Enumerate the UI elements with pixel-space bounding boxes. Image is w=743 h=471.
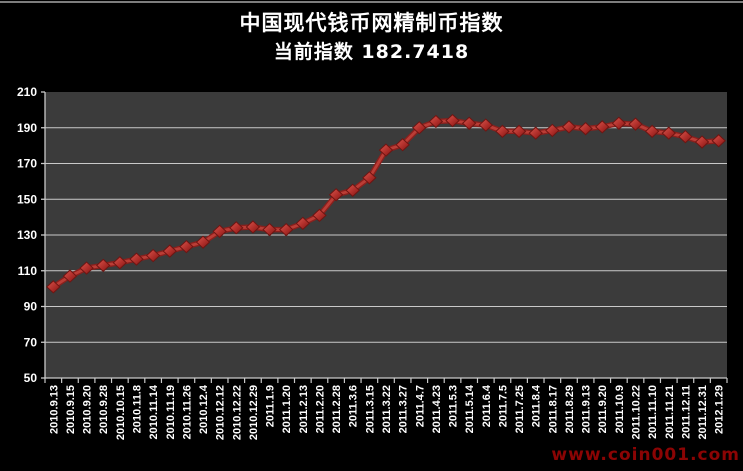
x-axis-label: 2011.8.29 — [564, 385, 576, 433]
x-axis-label: 2011.3.22 — [381, 385, 393, 433]
x-axis-label: 2011.6.4 — [481, 384, 493, 427]
x-axis-label: 2011.3.6 — [348, 385, 360, 427]
data-point-marker — [46, 280, 61, 294]
data-point-marker — [328, 188, 344, 202]
data-point-marker — [561, 120, 577, 134]
x-axis-label: 2010.11.19 — [165, 385, 177, 439]
y-axis-label: 70 — [24, 335, 38, 349]
x-axis-label: 2011.4.23 — [431, 385, 443, 433]
x-axis-label: 2010.12.29 — [248, 385, 260, 440]
data-point-marker — [412, 121, 427, 135]
x-axis-label: 2010.9.13 — [48, 385, 60, 434]
data-point-marker — [212, 224, 227, 239]
data-point-marker — [395, 138, 410, 152]
x-axis-label: 2010.12.4 — [198, 384, 210, 434]
x-axis-label: 2011.3.27 — [398, 385, 410, 433]
data-point-marker — [312, 208, 327, 223]
y-axis-label: 130 — [17, 228, 37, 242]
data-point-marker — [644, 124, 660, 139]
y-axis-label: 150 — [17, 192, 37, 206]
x-axis-label: 2010.9.20 — [82, 385, 94, 434]
x-axis-label: 2010.10.15 — [115, 385, 127, 440]
chart-title: 中国现代钱币网精制币指数 — [239, 11, 504, 35]
data-point-marker — [145, 248, 161, 263]
data-point-marker — [578, 121, 593, 136]
x-axis-label: 2011.12.11 — [680, 385, 692, 439]
chart-header: 中国现代钱币网精制币指数 当前指数 182.7418 — [0, 8, 743, 66]
data-point-marker — [611, 116, 627, 130]
y-axis-label: 190 — [17, 121, 37, 135]
data-point-marker — [62, 269, 78, 283]
data-point-marker — [95, 258, 111, 273]
x-axis-label: 2010.12.12 — [215, 385, 227, 440]
x-axis-label: 2011.1.20 — [281, 385, 293, 433]
x-axis-label: 2011.7.25 — [514, 385, 526, 433]
x-axis-label: 2011.11.21 — [664, 385, 676, 439]
data-point-marker — [711, 134, 726, 148]
data-point-marker — [428, 114, 444, 129]
data-point-marker — [345, 183, 360, 197]
data-point-marker — [229, 221, 244, 235]
data-point-marker — [278, 222, 294, 237]
data-point-marker — [694, 135, 710, 149]
data-point-marker — [295, 216, 311, 231]
y-axis-label: 90 — [24, 300, 38, 314]
x-axis-label: 2010.12.22 — [231, 385, 243, 440]
data-point-marker — [79, 261, 94, 275]
data-point-marker — [511, 124, 527, 139]
data-point-marker — [445, 113, 460, 128]
chart-subtitle: 当前指数 182.7418 — [273, 41, 470, 63]
x-axis-label: 2011.1.9 — [265, 385, 277, 427]
x-axis-label: 2011.8.17 — [547, 385, 559, 433]
x-axis-label: 2011.4.7 — [414, 385, 426, 427]
data-point-marker — [362, 171, 377, 185]
x-axis-label: 2010.11.8 — [131, 385, 143, 433]
data-point-marker — [661, 126, 677, 140]
x-axis-label: 2011.9.13 — [581, 385, 593, 433]
data-point-marker — [528, 126, 543, 140]
data-point-marker — [129, 252, 144, 266]
x-axis-label: 2011.2.20 — [314, 385, 326, 433]
x-axis-label: 2011.5.14 — [464, 384, 476, 433]
data-point-marker — [461, 116, 477, 130]
top-divider-line — [0, 1, 743, 3]
x-axis-label: 2011.8.4 — [531, 384, 543, 427]
data-point-marker — [179, 239, 194, 254]
data-point-marker — [245, 220, 261, 234]
x-axis-label: 2010.9.15 — [65, 385, 77, 434]
y-axis-label: 170 — [17, 157, 37, 171]
x-axis-label: 2011.10.9 — [614, 385, 626, 433]
y-axis-label: 50 — [24, 371, 38, 385]
x-axis-label: 2011.10.22 — [631, 385, 643, 439]
x-axis-label: 2011.7.5 — [497, 385, 509, 427]
data-point-marker — [478, 118, 494, 132]
data-point-marker — [628, 117, 643, 131]
data-point-marker — [378, 143, 394, 157]
x-axis-label: 2011.3.15 — [364, 385, 376, 433]
x-axis-label: 2012.1.29 — [714, 385, 726, 434]
x-axis-label: 2011.2.13 — [298, 385, 310, 433]
x-axis-label: 2010.11.14 — [148, 384, 160, 439]
x-axis-label: 2011.9.20 — [597, 385, 609, 433]
data-point-marker — [595, 120, 610, 134]
x-axis-label: 2011.11.10 — [647, 385, 659, 439]
x-axis-label: 2011.5.3 — [448, 385, 460, 427]
data-point-marker — [545, 123, 560, 138]
x-axis-label: 2010.9.28 — [98, 385, 110, 434]
x-axis-label: 2010.11.26 — [181, 385, 193, 439]
data-point-marker — [195, 235, 211, 249]
data-point-marker — [112, 256, 128, 270]
data-point-marker — [678, 130, 693, 144]
data-point-marker — [162, 244, 177, 258]
data-point-marker — [495, 124, 510, 139]
x-axis-label: 2011.2.28 — [331, 385, 343, 433]
data-point-marker — [262, 222, 277, 237]
y-axis-label: 210 — [17, 85, 37, 99]
y-axis-label: 110 — [18, 264, 38, 278]
watermark-text: www.coin001.com — [551, 445, 740, 465]
x-axis-label: 2011.12.31 — [697, 385, 709, 439]
